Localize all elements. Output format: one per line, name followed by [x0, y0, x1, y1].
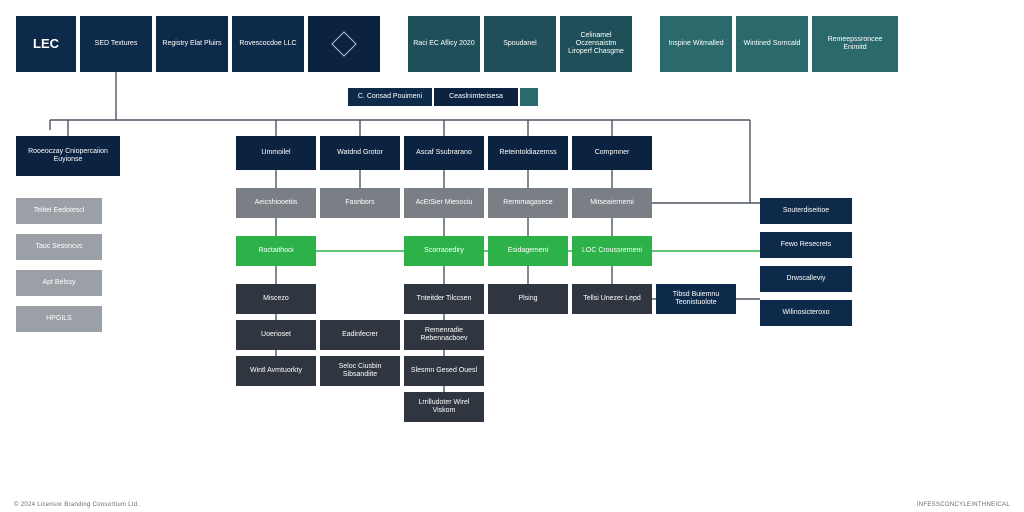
node-rc0: Souterdiseitioe: [760, 198, 852, 224]
node-label: Souterdiseitioe: [783, 207, 829, 215]
node-label: Raci EC Aflicy 2020: [413, 40, 474, 48]
node-lg1: Ceaslnimterisesa: [434, 88, 518, 106]
node-r2-1: Ummoilel: [236, 136, 316, 170]
node-lg0: C. Consad Pouimeni: [348, 88, 432, 106]
node-label: C. Consad Pouimeni: [358, 93, 422, 101]
node-r3-1: Fasnbors: [320, 188, 400, 218]
node-label: Roctaithooi: [258, 247, 293, 255]
node-r4-1: Scorraoediry: [404, 236, 484, 266]
node-label: LEC: [33, 37, 59, 52]
node-t8: Inspine Witmalled: [660, 16, 732, 72]
node-r2-0: Rooeoczay Cniopercaiion Euyionse: [16, 136, 120, 176]
node-lc0: Telitel Eedotescl: [16, 198, 102, 224]
node-label: Tnteitder Tilccsen: [417, 295, 472, 303]
node-label: LOC Croussremeni: [582, 247, 642, 255]
node-label: Lrrilludoter Wirel Viskom: [407, 399, 481, 415]
footer-right: INFESSCONCYLEINTHNEICAL: [917, 502, 1010, 508]
node-r7-2: Slesmn Gesed Ouesl: [404, 356, 484, 386]
node-t0: LEC: [16, 16, 76, 72]
node-r3-3: Rermmagasece: [488, 188, 568, 218]
node-r3-0: Aeicshiooetiis: [236, 188, 316, 218]
node-lg2: [520, 88, 538, 106]
node-t1: SED Textures: [80, 16, 152, 72]
node-rc2: Drwscalleviy: [760, 266, 852, 292]
node-label: Fasnbors: [345, 199, 374, 207]
node-r2-5: Compmner: [572, 136, 652, 170]
node-r7-1: Seloc Ciusbin Sibsandiite: [320, 356, 400, 386]
footer-left: © 2024 Licensor Branding Consortium Ltd.: [14, 502, 139, 508]
node-label: Wilinosicteroxo: [782, 309, 829, 317]
node-label: Celinamel Oczensaistm Liroperf Chasgme: [563, 32, 629, 56]
node-lc2: Apt Bélssy: [16, 270, 102, 296]
node-label: Ascaf Ssubrarano: [416, 149, 472, 157]
diamond-icon: [331, 31, 356, 56]
node-t2: Registry Elat Pluirs: [156, 16, 228, 72]
node-label: Ceaslnimterisesa: [449, 93, 503, 101]
node-t5: Raci EC Aflicy 2020: [408, 16, 480, 72]
node-lc1: Taoc Sesoncvs: [16, 234, 102, 260]
node-label: AcEtSier Miesociu: [416, 199, 473, 207]
node-r5-4: Tibsd Buiemnu Teonistuolote: [656, 284, 736, 314]
node-label: Reteintoldiazemss: [499, 149, 556, 157]
node-t10: Remeepssroncee Enimitd: [812, 16, 898, 72]
node-r4-3: LOC Croussremeni: [572, 236, 652, 266]
node-label: Uoerioset: [261, 331, 291, 339]
node-label: Plsing: [518, 295, 537, 303]
node-label: HPGILS: [46, 315, 72, 323]
node-label: Esidagemeni: [508, 247, 548, 255]
node-label: Tellsi Unezer Lepd: [583, 295, 641, 303]
node-label: Remenradie Rebennacboev: [407, 327, 481, 343]
node-label: Seloc Ciusbin Sibsandiite: [323, 363, 397, 379]
node-r5-2: Plsing: [488, 284, 568, 314]
node-label: Scorraoediry: [424, 247, 464, 255]
node-label: Miscezo: [263, 295, 289, 303]
node-r6-1: Eadinfecrer: [320, 320, 400, 350]
node-label: Compmner: [595, 149, 630, 157]
node-label: Aeicshiooetiis: [255, 199, 298, 207]
node-t6: Spoudanel: [484, 16, 556, 72]
node-label: Tibsd Buiemnu Teonistuolote: [659, 291, 733, 307]
node-label: Rermmagasece: [503, 199, 552, 207]
node-t3: Rovescocdoe LLC: [232, 16, 304, 72]
node-label: Mitseaiernemi: [590, 199, 634, 207]
node-label: Remeepssroncee Enimitd: [815, 36, 895, 52]
node-r5-1: Tnteitder Tilccsen: [404, 284, 484, 314]
node-label: Rooeoczay Cniopercaiion Euyionse: [19, 148, 117, 164]
node-r4-0: Roctaithooi: [236, 236, 316, 266]
node-r5-0: Miscezo: [236, 284, 316, 314]
node-r2-2: Watdnd Grotor: [320, 136, 400, 170]
node-label: Registry Elat Pluirs: [162, 40, 221, 48]
node-label: Spoudanel: [503, 40, 536, 48]
node-label: Wintl Avmtuorkty: [250, 367, 302, 375]
node-lc3: HPGILS: [16, 306, 102, 332]
node-t7: Celinamel Oczensaistm Liroperf Chasgme: [560, 16, 632, 72]
node-label: Telitel Eedotescl: [34, 207, 85, 215]
node-r6-2: Remenradie Rebennacboev: [404, 320, 484, 350]
node-t9: Wintined Sorncald: [736, 16, 808, 72]
node-r4-2: Esidagemeni: [488, 236, 568, 266]
node-label: Watdnd Grotor: [337, 149, 383, 157]
node-r5-3: Tellsi Unezer Lepd: [572, 284, 652, 314]
node-label: Drwscalleviy: [787, 275, 826, 283]
node-label: Ummoilel: [261, 149, 290, 157]
node-r2-4: Reteintoldiazemss: [488, 136, 568, 170]
node-r8-0: Lrrilludoter Wirel Viskom: [404, 392, 484, 422]
node-label: Rovescocdoe LLC: [239, 40, 296, 48]
node-label: Apt Bélssy: [42, 279, 75, 287]
node-r2-3: Ascaf Ssubrarano: [404, 136, 484, 170]
node-r7-0: Wintl Avmtuorkty: [236, 356, 316, 386]
node-label: Eadinfecrer: [342, 331, 378, 339]
node-r6-0: Uoerioset: [236, 320, 316, 350]
node-r3-4: Mitseaiernemi: [572, 188, 652, 218]
node-label: Taoc Sesoncvs: [35, 243, 82, 251]
node-label: Slesmn Gesed Ouesl: [411, 367, 477, 375]
node-label: Inspine Witmalled: [668, 40, 723, 48]
node-label: Wintined Sorncald: [744, 40, 801, 48]
node-label: SED Textures: [95, 40, 138, 48]
node-rc3: Wilinosicteroxo: [760, 300, 852, 326]
node-r3-2: AcEtSier Miesociu: [404, 188, 484, 218]
node-label: Fewo Resecrets: [781, 241, 832, 249]
node-rc1: Fewo Resecrets: [760, 232, 852, 258]
node-t4: [308, 16, 380, 72]
